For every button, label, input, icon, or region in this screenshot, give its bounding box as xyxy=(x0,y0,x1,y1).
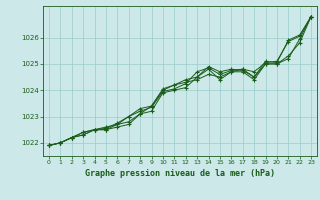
X-axis label: Graphe pression niveau de la mer (hPa): Graphe pression niveau de la mer (hPa) xyxy=(85,169,275,178)
